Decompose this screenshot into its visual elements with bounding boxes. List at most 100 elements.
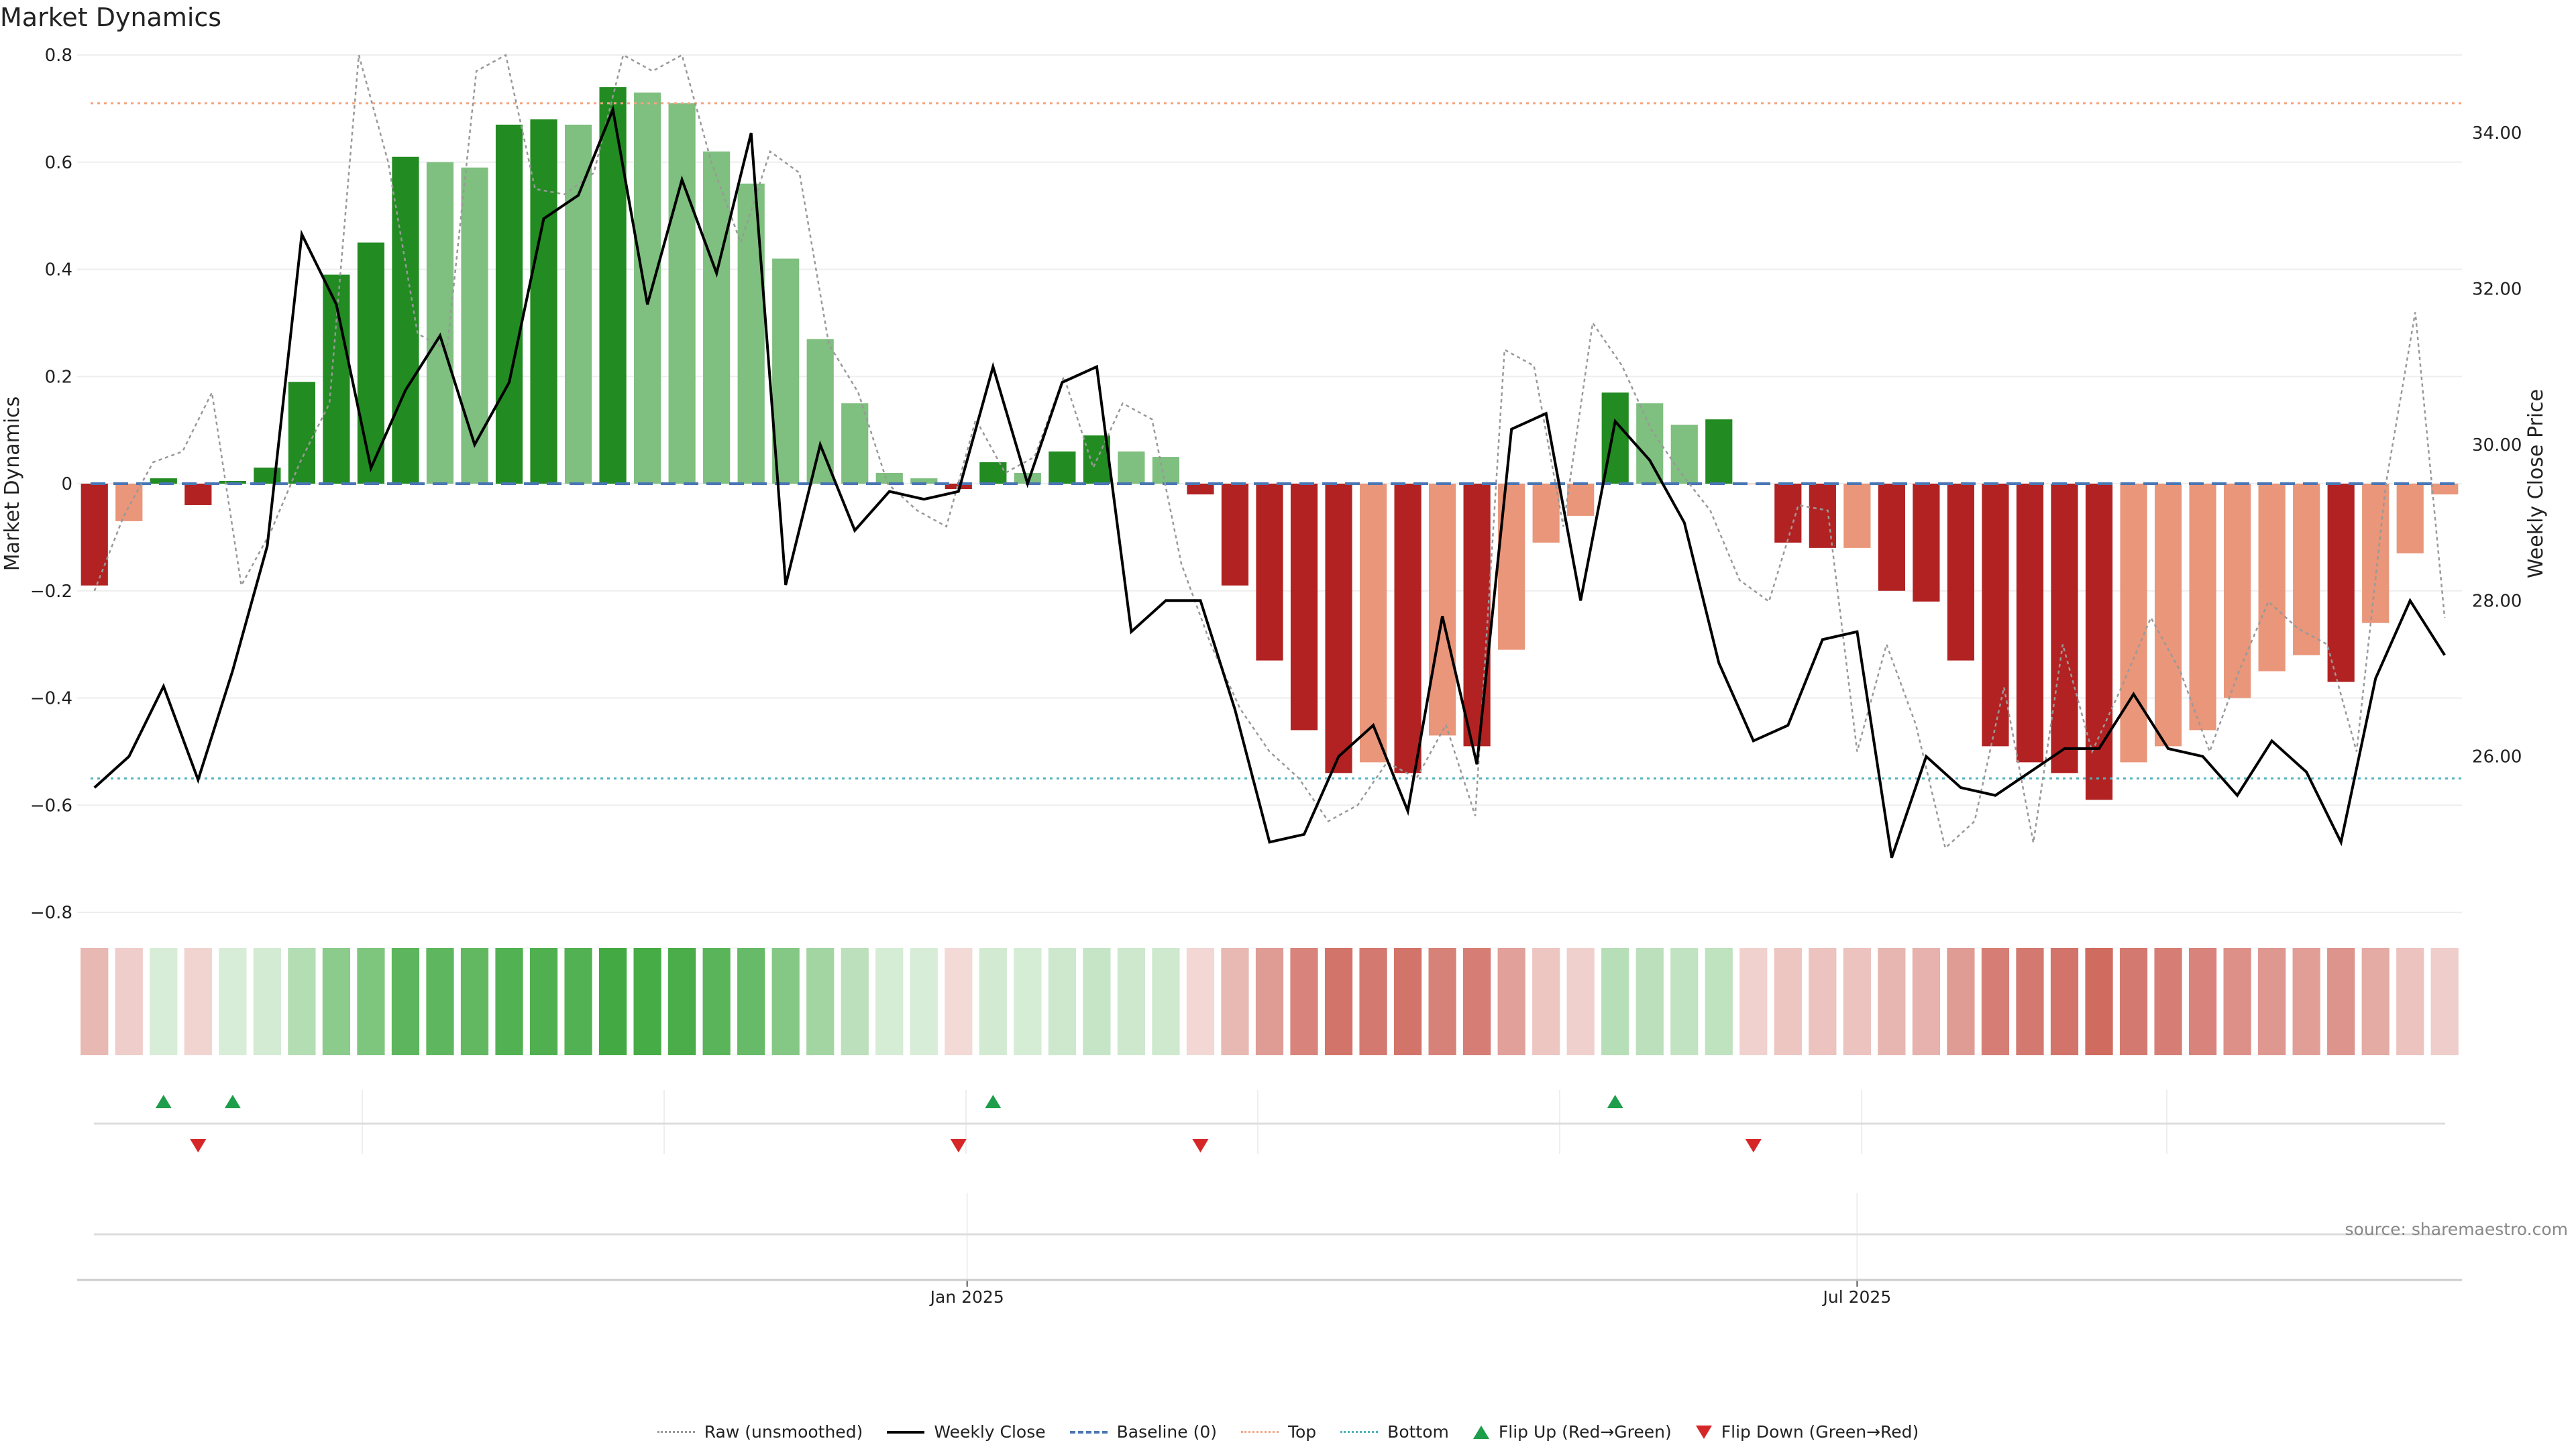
heatmap-cell — [1705, 948, 1733, 1055]
bar — [599, 87, 627, 484]
bar — [1670, 425, 1698, 484]
flip-up-marker — [224, 1095, 241, 1108]
bar — [1325, 484, 1352, 773]
heatmap-cell — [357, 948, 385, 1055]
lines-layer — [91, 54, 2462, 859]
y-axis-title: Market Dynamics — [1, 396, 24, 572]
bar — [80, 484, 108, 586]
heatmap-cell — [1670, 948, 1699, 1055]
heatmap-cell — [115, 948, 143, 1055]
bar — [1187, 484, 1214, 494]
bar — [2051, 484, 2078, 773]
bar — [357, 242, 385, 484]
heatmap-cell — [1497, 948, 1525, 1055]
heatmap-cell — [702, 948, 731, 1055]
bar — [1843, 484, 1871, 548]
bar — [288, 382, 315, 484]
legend-item-baseline: Baseline (0) — [1069, 1422, 1217, 1442]
heatmap-cell — [2430, 948, 2459, 1055]
heatmap-cell — [1048, 948, 1076, 1055]
bar — [2120, 484, 2147, 763]
heatmap-cell — [1083, 948, 1111, 1055]
legend: Raw (unsmoothed) Weekly Close Baseline (… — [0, 1422, 2576, 1442]
legend-label-price: Weekly Close — [934, 1422, 1046, 1442]
heatmap-cell — [1912, 948, 1941, 1055]
bar — [2327, 484, 2355, 682]
heatmap-cell — [1809, 948, 1837, 1055]
heatmap-cell — [1393, 948, 1422, 1055]
heatmap-cell — [2361, 948, 2390, 1055]
bar — [1913, 484, 1940, 602]
bar — [1049, 451, 1076, 484]
heatmap-cell — [2396, 948, 2424, 1055]
heatmap-cell — [1324, 948, 1353, 1055]
heatmap-cell — [1290, 948, 1318, 1055]
bottom-axis-panel: Jan 2025 Jul 2025 — [77, 1193, 2462, 1307]
legend-item-flip-up: Flip Up (Red→Green) — [1472, 1422, 1672, 1442]
top-swatch — [1240, 1431, 1279, 1433]
bar — [737, 183, 765, 484]
heatmap-cell — [2119, 948, 2148, 1055]
bar — [2396, 484, 2424, 553]
bar — [875, 473, 903, 484]
heatmap-cell — [737, 948, 765, 1055]
bar — [1256, 484, 1283, 661]
bar — [1152, 457, 1180, 484]
heatmap-cell — [633, 948, 661, 1055]
heatmap-cell — [322, 948, 351, 1055]
y-tick-label: 0 — [61, 474, 72, 494]
heatmap-cell — [771, 948, 800, 1055]
flip-up-marker — [155, 1095, 172, 1108]
y2-axis-title: Weekly Close Price — [2524, 389, 2548, 578]
heatmap-cell — [2188, 948, 2217, 1055]
bar — [979, 462, 1007, 484]
bar — [2224, 484, 2251, 698]
heatmap-cell — [1601, 948, 1629, 1055]
bar — [2085, 484, 2113, 800]
heatmap-cell — [945, 948, 973, 1055]
x-tick-label: Jul 2025 — [1822, 1287, 1892, 1307]
y-tick-label: −0.2 — [30, 582, 72, 602]
heatmap-cell — [1774, 948, 1802, 1055]
heatmap-cell — [1428, 948, 1456, 1055]
heatmap-cell — [495, 948, 523, 1055]
heatmap-cell — [1843, 948, 1871, 1055]
bar — [564, 124, 592, 484]
bar — [1567, 484, 1595, 516]
bar — [184, 484, 212, 505]
bar — [150, 478, 177, 484]
bar — [1878, 484, 1905, 591]
y2-tick-label: 28.00 — [2472, 591, 2522, 611]
flip-down-marker — [950, 1139, 967, 1152]
bars-layer — [80, 87, 2459, 800]
legend-item-bottom: Bottom — [1340, 1422, 1449, 1442]
bottom-swatch — [1340, 1431, 1379, 1433]
heatmap-cell — [2223, 948, 2251, 1055]
bar — [1532, 484, 1560, 543]
y2-tick-label: 30.00 — [2472, 435, 2522, 455]
heatmap-cell — [1635, 948, 1664, 1055]
heatmap-cell — [288, 948, 316, 1055]
y-tick-label: −0.4 — [30, 689, 72, 709]
heatmap-cell — [1566, 948, 1595, 1055]
chart-title: Market Dynamics — [0, 3, 222, 32]
y-tick-label: −0.8 — [30, 903, 72, 923]
bar — [2431, 484, 2459, 494]
heatmap-cell — [1221, 948, 1249, 1055]
heatmap-cell — [1463, 948, 1491, 1055]
bar — [703, 151, 731, 484]
heatmap-cell — [1739, 948, 1768, 1055]
bar — [1394, 484, 1421, 773]
heatmap-cell — [253, 948, 281, 1055]
bar — [115, 484, 143, 521]
heatmap-cell — [1152, 948, 1180, 1055]
bar — [806, 339, 834, 484]
y-tick-label: 0.4 — [45, 260, 72, 280]
bar — [2362, 484, 2390, 623]
flip-down-marker — [1192, 1139, 1209, 1152]
heatmap-cell — [668, 948, 696, 1055]
bar — [945, 484, 972, 489]
bar — [2154, 484, 2182, 747]
heatmap-cell — [460, 948, 489, 1055]
y-tick-label: 0.6 — [45, 153, 72, 173]
